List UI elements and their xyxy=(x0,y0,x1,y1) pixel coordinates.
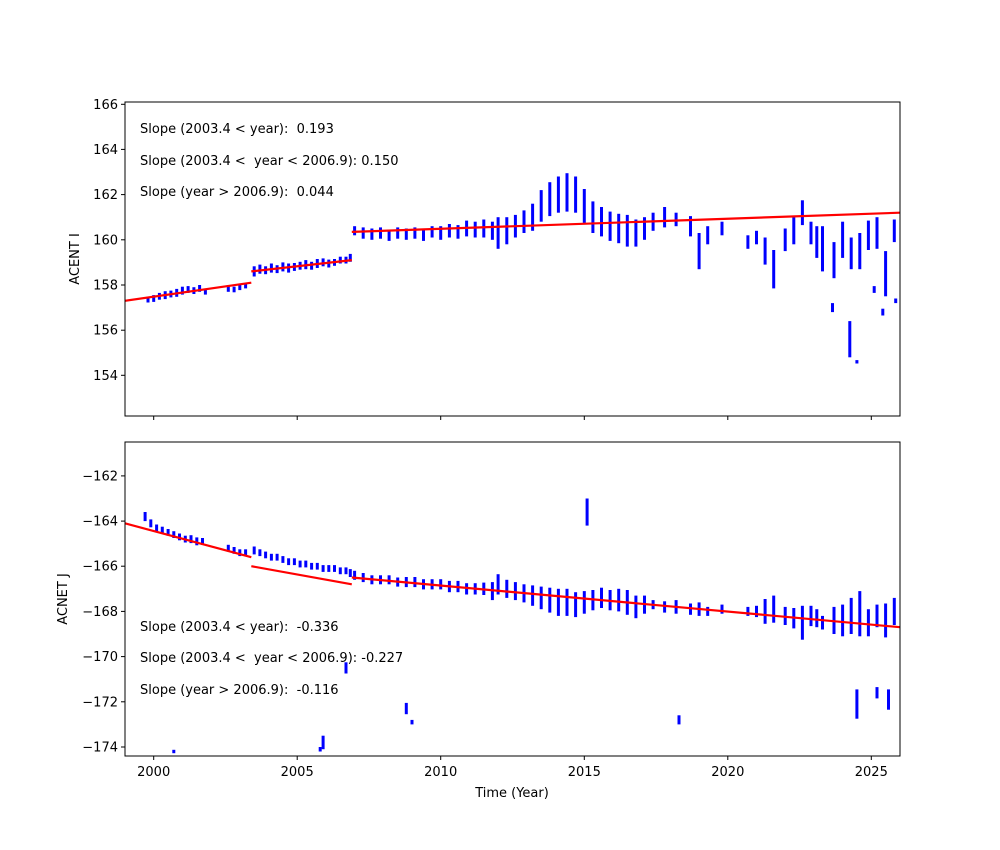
lower-ytick-label-6: −162 xyxy=(82,469,118,484)
lower-x-axis-label: Time (Year) xyxy=(474,786,549,801)
lower-xtick-label-0: 2000 xyxy=(137,765,170,780)
upper-ytick-label-5: 164 xyxy=(93,143,118,158)
lower-annotation-1: Slope (2003.4 < year): -0.336 xyxy=(140,620,339,635)
upper-annotation-3: Slope (year > 2006.9): 0.044 xyxy=(140,185,334,200)
upper-panel: 154 156 158 160 162 164 166 ACENT I Slope (200… xyxy=(68,98,901,420)
upper-ytick-label-1: 156 xyxy=(93,324,118,339)
lower-ytick-label-0: −174 xyxy=(82,741,118,756)
upper-fit-segment-1 xyxy=(251,259,352,273)
upper-data-marks xyxy=(146,173,898,364)
lower-ytick-label-4: −166 xyxy=(82,560,118,575)
lower-panel: −174 −172 −170 −168 −166 −164 −162 2000 2005 201… xyxy=(56,441,901,801)
lower-annotation-3: Slope (year > 2006.9): -0.116 xyxy=(140,683,339,698)
upper-y-ticks: 154 156 158 160 162 164 166 xyxy=(93,98,125,384)
lower-annotation-2: Slope (2003.4 < year < 2006.9): -0.227 xyxy=(140,651,403,666)
lower-axes-frame xyxy=(124,441,901,757)
upper-x-ticks xyxy=(153,416,872,420)
lower-x-ticks: 2000 2005 2010 2015 2020 2025 xyxy=(137,756,888,780)
upper-ytick-label-2: 158 xyxy=(93,279,118,294)
lower-ytick-label-1: −172 xyxy=(82,695,118,710)
upper-ytick-label-0: 154 xyxy=(93,369,118,384)
upper-ytick-label-4: 162 xyxy=(93,188,118,203)
upper-axes-frame xyxy=(124,101,901,417)
upper-plot-area xyxy=(125,102,900,416)
lower-fit-segment-2 xyxy=(351,576,901,629)
lower-y-ticks: −174 −172 −170 −168 −166 −164 −162 xyxy=(82,469,125,756)
upper-fit-segment-0 xyxy=(124,281,252,302)
upper-annotation-2: Slope (2003.4 < year < 2006.9): 0.150 xyxy=(140,154,399,169)
lower-xtick-label-2: 2010 xyxy=(424,765,457,780)
lower-ytick-label-5: −164 xyxy=(82,515,118,530)
lower-ytick-label-2: −170 xyxy=(82,650,118,665)
upper-ytick-label-3: 160 xyxy=(93,233,118,248)
lower-xtick-label-3: 2015 xyxy=(568,765,601,780)
lower-xtick-label-1: 2005 xyxy=(281,765,314,780)
lower-fit-lines xyxy=(124,522,901,629)
lower-xtick-label-4: 2020 xyxy=(711,765,744,780)
lower-fit-segment-1 xyxy=(251,565,352,586)
upper-fit-segment-2 xyxy=(351,211,901,233)
upper-fit-lines xyxy=(124,211,901,302)
upper-y-axis-label: ACENT I xyxy=(68,233,83,285)
upper-ytick-label-6: 166 xyxy=(93,98,118,113)
lower-xtick-label-5: 2025 xyxy=(855,765,888,780)
lower-y-axis-label: ACNET J xyxy=(56,573,71,625)
lower-ytick-label-3: −168 xyxy=(82,605,118,620)
lower-fit-segment-0 xyxy=(124,522,252,559)
upper-annotation-1: Slope (2003.4 < year): 0.193 xyxy=(140,122,334,137)
lower-plot-area xyxy=(125,442,900,756)
